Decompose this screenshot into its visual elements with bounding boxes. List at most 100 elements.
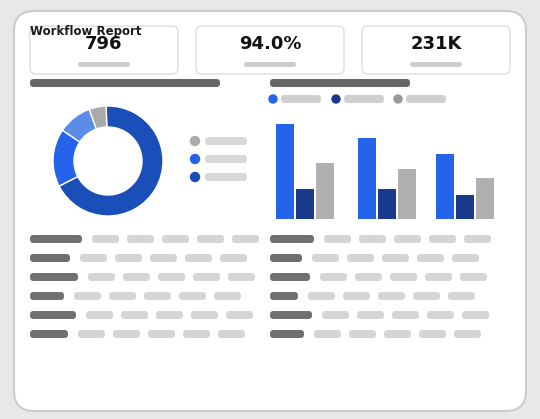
FancyBboxPatch shape	[193, 273, 220, 281]
Text: 94.0%: 94.0%	[239, 35, 301, 53]
Bar	[456, 195, 474, 219]
FancyBboxPatch shape	[74, 292, 101, 300]
FancyBboxPatch shape	[197, 235, 224, 243]
FancyBboxPatch shape	[394, 235, 421, 243]
FancyBboxPatch shape	[121, 311, 148, 319]
FancyBboxPatch shape	[349, 330, 376, 338]
FancyBboxPatch shape	[30, 254, 70, 262]
FancyBboxPatch shape	[392, 311, 419, 319]
FancyBboxPatch shape	[30, 311, 76, 319]
FancyBboxPatch shape	[113, 330, 140, 338]
Text: 231K: 231K	[410, 35, 462, 53]
FancyBboxPatch shape	[156, 311, 183, 319]
FancyBboxPatch shape	[30, 235, 82, 243]
Circle shape	[191, 155, 199, 163]
FancyBboxPatch shape	[158, 273, 185, 281]
Circle shape	[332, 95, 340, 103]
FancyBboxPatch shape	[30, 273, 78, 281]
FancyBboxPatch shape	[362, 26, 510, 74]
FancyBboxPatch shape	[355, 273, 382, 281]
Circle shape	[191, 173, 199, 181]
FancyBboxPatch shape	[270, 254, 302, 262]
FancyBboxPatch shape	[228, 273, 255, 281]
FancyBboxPatch shape	[419, 330, 446, 338]
FancyBboxPatch shape	[359, 235, 386, 243]
FancyBboxPatch shape	[214, 292, 241, 300]
FancyBboxPatch shape	[357, 311, 384, 319]
Bar	[296, 189, 314, 219]
FancyBboxPatch shape	[30, 26, 178, 74]
FancyBboxPatch shape	[162, 235, 189, 243]
FancyBboxPatch shape	[78, 330, 105, 338]
FancyBboxPatch shape	[191, 311, 218, 319]
FancyBboxPatch shape	[270, 330, 304, 338]
FancyBboxPatch shape	[232, 235, 259, 243]
FancyBboxPatch shape	[109, 292, 136, 300]
FancyBboxPatch shape	[382, 254, 409, 262]
FancyBboxPatch shape	[378, 292, 405, 300]
FancyBboxPatch shape	[205, 137, 247, 145]
FancyBboxPatch shape	[464, 235, 491, 243]
FancyBboxPatch shape	[462, 311, 489, 319]
Bar	[358, 138, 376, 219]
FancyBboxPatch shape	[270, 311, 312, 319]
FancyBboxPatch shape	[281, 95, 321, 103]
FancyBboxPatch shape	[448, 292, 475, 300]
Wedge shape	[63, 109, 96, 142]
FancyBboxPatch shape	[30, 330, 68, 338]
FancyBboxPatch shape	[30, 79, 220, 87]
FancyBboxPatch shape	[150, 254, 177, 262]
FancyBboxPatch shape	[425, 273, 452, 281]
Text: Workflow Report: Workflow Report	[30, 25, 141, 38]
FancyBboxPatch shape	[390, 273, 417, 281]
FancyBboxPatch shape	[14, 11, 526, 411]
FancyBboxPatch shape	[406, 95, 446, 103]
FancyBboxPatch shape	[226, 311, 253, 319]
FancyBboxPatch shape	[452, 254, 479, 262]
FancyBboxPatch shape	[270, 292, 298, 300]
FancyBboxPatch shape	[92, 235, 119, 243]
FancyBboxPatch shape	[30, 292, 64, 300]
Bar	[276, 124, 294, 219]
FancyBboxPatch shape	[460, 273, 487, 281]
FancyBboxPatch shape	[410, 62, 462, 67]
FancyBboxPatch shape	[413, 292, 440, 300]
FancyBboxPatch shape	[78, 62, 130, 67]
Bar	[378, 189, 396, 219]
FancyBboxPatch shape	[244, 62, 296, 67]
FancyBboxPatch shape	[270, 235, 314, 243]
FancyBboxPatch shape	[88, 273, 115, 281]
FancyBboxPatch shape	[127, 235, 154, 243]
FancyBboxPatch shape	[322, 311, 349, 319]
FancyBboxPatch shape	[270, 273, 310, 281]
FancyBboxPatch shape	[314, 330, 341, 338]
FancyBboxPatch shape	[308, 292, 335, 300]
Circle shape	[75, 128, 141, 194]
FancyBboxPatch shape	[196, 26, 344, 74]
FancyBboxPatch shape	[324, 235, 351, 243]
FancyBboxPatch shape	[80, 254, 107, 262]
FancyBboxPatch shape	[312, 254, 339, 262]
FancyBboxPatch shape	[429, 235, 456, 243]
FancyBboxPatch shape	[183, 330, 210, 338]
FancyBboxPatch shape	[123, 273, 150, 281]
FancyBboxPatch shape	[384, 330, 411, 338]
FancyBboxPatch shape	[218, 330, 245, 338]
Circle shape	[191, 137, 199, 145]
FancyBboxPatch shape	[270, 79, 410, 87]
FancyBboxPatch shape	[344, 95, 384, 103]
FancyBboxPatch shape	[417, 254, 444, 262]
FancyBboxPatch shape	[343, 292, 370, 300]
FancyBboxPatch shape	[148, 330, 175, 338]
Wedge shape	[59, 106, 163, 216]
Wedge shape	[89, 106, 107, 129]
FancyBboxPatch shape	[427, 311, 454, 319]
FancyBboxPatch shape	[220, 254, 247, 262]
Wedge shape	[53, 130, 80, 186]
FancyBboxPatch shape	[86, 311, 113, 319]
Text: 796: 796	[85, 35, 123, 53]
FancyBboxPatch shape	[115, 254, 142, 262]
Bar	[436, 154, 454, 219]
Bar	[398, 169, 416, 219]
FancyBboxPatch shape	[205, 173, 247, 181]
